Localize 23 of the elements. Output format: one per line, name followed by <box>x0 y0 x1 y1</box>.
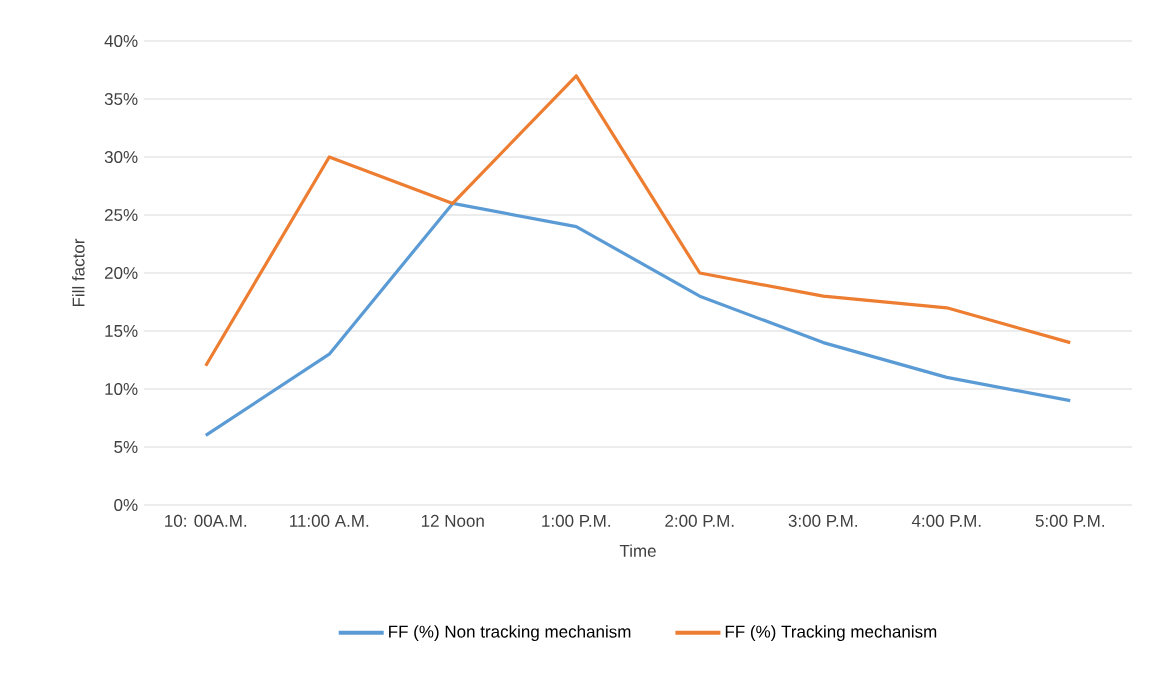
y-tick-label: 5% <box>114 441 138 453</box>
x-tick-label: 1:00 P.M. <box>542 514 610 527</box>
y-tick-label: 25% <box>104 208 138 222</box>
y-tick-label: 40% <box>104 34 138 48</box>
x-tick-label: 3:00 P.M. <box>788 514 857 527</box>
y-tick-label: 10% <box>105 382 138 396</box>
line-series <box>204 74 1072 368</box>
x-tick-label: 2:00 P.M. <box>665 514 734 527</box>
x-tick-label: 5:00 P.M. <box>1035 514 1104 527</box>
y-tick-label: 15% <box>105 325 138 337</box>
y-tick-label: 0% <box>114 498 138 512</box>
legend-label: FF (%) Tracking mechanism <box>725 625 937 642</box>
x-tick-label: 10: 00A.M. <box>165 514 247 527</box>
x-tick-label: 4:00 P.M. <box>911 514 981 527</box>
y-tick-label: 35% <box>104 92 138 106</box>
line-series <box>204 201 1072 437</box>
x-tick-label: 12 Noon <box>421 514 484 527</box>
legend-label: FF (%) Non tracking mechanism <box>389 625 631 642</box>
x-axis-title: Time <box>619 544 656 557</box>
x-tick-label: 11:00 A.M. <box>290 514 369 527</box>
y-axis-title: Fill factor <box>72 238 85 307</box>
y-tick-label: 30% <box>104 150 138 164</box>
y-tick-label: 20% <box>104 266 138 280</box>
